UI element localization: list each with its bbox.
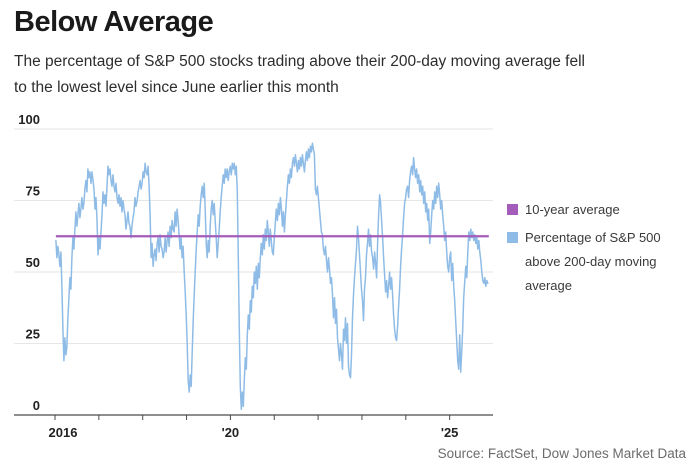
svg-text:'25: '25: [441, 425, 459, 440]
chart-subtitle: The percentage of S&P 500 stocks trading…: [14, 49, 674, 101]
legend-item-percentage: Percentage of S&P 500 above 200-day movi…: [507, 226, 677, 298]
legend-label-average: 10-year average: [525, 202, 620, 217]
chart-legend: 10-year average Percentage of S&P 500 ab…: [507, 198, 677, 298]
page-title: Below Average: [14, 6, 214, 38]
legend-item-average: 10-year average: [507, 198, 677, 222]
source-credit: Source: FactSet, Dow Jones Market Data: [437, 446, 686, 461]
svg-text:100: 100: [18, 112, 40, 127]
legend-label-percentage: Percentage of S&P 500 above 200-day movi…: [525, 230, 661, 293]
svg-text:50: 50: [26, 255, 40, 270]
legend-swatch-percentage: [507, 232, 518, 243]
svg-text:2016: 2016: [49, 425, 78, 440]
svg-text:'20: '20: [222, 425, 240, 440]
svg-text:25: 25: [26, 327, 40, 342]
svg-text:0: 0: [33, 398, 40, 413]
subtitle-line-2: to the lowest level since June earlier t…: [14, 79, 339, 96]
legend-swatch-average: [507, 204, 518, 215]
svg-text:75: 75: [26, 184, 40, 199]
subtitle-line-1: The percentage of S&P 500 stocks trading…: [14, 53, 585, 70]
